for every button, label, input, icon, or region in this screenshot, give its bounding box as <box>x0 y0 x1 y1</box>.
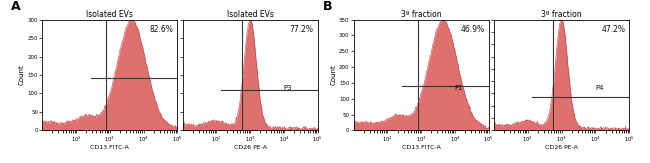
Text: 77.2%: 77.2% <box>290 25 314 34</box>
Y-axis label: Count: Count <box>19 65 25 85</box>
X-axis label: CD26 PE-A: CD26 PE-A <box>234 145 266 150</box>
Title: Isolated EVs: Isolated EVs <box>86 10 133 19</box>
Text: 47.2%: 47.2% <box>601 25 625 34</box>
Text: P3: P3 <box>284 85 292 91</box>
X-axis label: CD13 FITC-A: CD13 FITC-A <box>90 145 129 150</box>
X-axis label: CD26 PE-A: CD26 PE-A <box>545 145 578 150</box>
Text: P4: P4 <box>595 85 604 91</box>
Text: B: B <box>322 0 332 13</box>
Title: Isolated EVs: Isolated EVs <box>227 10 274 19</box>
Text: A: A <box>11 0 21 13</box>
Title: 3º fraction: 3º fraction <box>401 10 441 19</box>
Title: 3º fraction: 3º fraction <box>541 10 582 19</box>
Text: P1: P1 <box>455 85 463 91</box>
Text: 82.6%: 82.6% <box>150 25 174 34</box>
Text: 46.9%: 46.9% <box>461 25 485 34</box>
Y-axis label: Count: Count <box>330 65 336 85</box>
X-axis label: CD13 FITC-A: CD13 FITC-A <box>402 145 441 150</box>
